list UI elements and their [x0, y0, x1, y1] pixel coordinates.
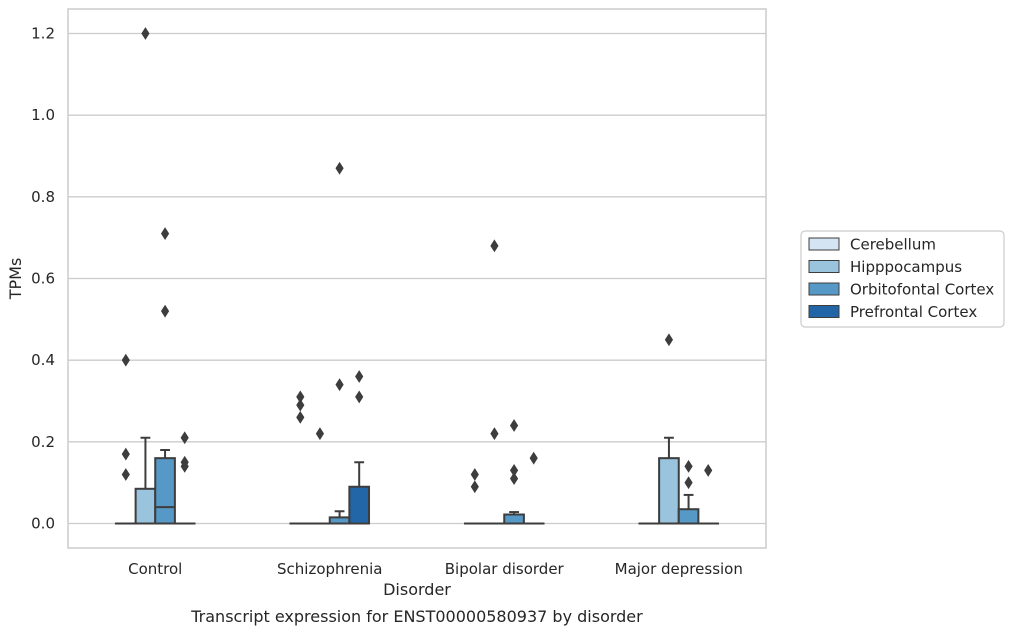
legend-swatch — [808, 237, 840, 251]
chart-caption: Transcript expression for ENST0000058093… — [190, 607, 643, 626]
outlier-point — [335, 378, 344, 392]
x-tick-label: Bipolar disorder — [445, 560, 565, 578]
y-tick-label: 0.4 — [31, 351, 55, 369]
box-group — [173, 431, 196, 525]
outlier-point — [490, 427, 499, 441]
x-tick-label: Schizophrenia — [277, 560, 382, 578]
outlier-point — [684, 476, 693, 490]
box-iqr — [658, 457, 680, 525]
outlier-point — [141, 27, 150, 40]
outlier-point — [490, 239, 499, 253]
outlier-point — [470, 468, 479, 481]
box-group — [154, 227, 176, 525]
outlier-point — [296, 390, 305, 404]
y-axis-label: TPMs — [6, 258, 25, 301]
outlier-point — [160, 304, 170, 318]
outlier-point — [121, 353, 130, 367]
outlier-point — [684, 459, 693, 473]
outlier-point — [355, 370, 364, 383]
y-axis-ticks: 0.0 0.2 0.4 0.6 0.8 1.0 1.2 — [31, 25, 55, 533]
legend-box — [800, 230, 1005, 328]
box-iqr — [134, 487, 157, 525]
outlier-point — [355, 390, 364, 404]
outlier-point — [180, 455, 189, 469]
box-group — [697, 463, 720, 525]
outlier-point — [121, 468, 130, 481]
outlier-point — [296, 398, 305, 412]
legend-label: Cerebellum — [850, 236, 936, 254]
x-axis-label: Disorder — [383, 580, 451, 599]
box-iqr — [348, 485, 371, 525]
legend-swatch — [808, 260, 840, 273]
legend-swatch — [808, 282, 840, 296]
box-iqr — [677, 508, 700, 525]
legend-label: Prefrontal Cortex — [850, 303, 977, 321]
outlier-point — [509, 472, 519, 486]
outlier-point — [664, 333, 674, 347]
outlier-point — [315, 427, 325, 441]
y-tick-label: 0.6 — [31, 270, 55, 288]
outlier-point — [529, 451, 538, 465]
outlier-point — [180, 431, 189, 445]
box-group — [289, 390, 312, 525]
y-tick-label: 1.0 — [31, 106, 55, 124]
y-tick-label: 0.2 — [31, 433, 55, 451]
outlier-point — [509, 419, 519, 432]
box-iqr — [154, 457, 176, 525]
outlier-point — [470, 480, 479, 494]
box-group — [522, 451, 545, 525]
box-group — [677, 459, 700, 525]
outlier-point — [296, 410, 305, 424]
box-group — [658, 333, 680, 525]
legend-label: Orbitofontal Cortex — [850, 281, 994, 299]
x-tick-label: Major depression — [615, 560, 743, 578]
box-iqr — [503, 513, 525, 525]
outlier-point — [704, 463, 713, 477]
plot-frame — [67, 8, 767, 549]
box-group — [503, 419, 525, 525]
y-tick-label: 1.2 — [31, 25, 55, 43]
y-tick-label: 0.0 — [31, 515, 55, 533]
x-axis-ticks: Control Schizophrenia Bipolar disorder Majo… — [128, 560, 743, 578]
legend: Cerebellum Hipppocampus Orbitofontal Corte… — [800, 230, 1005, 328]
box-group — [483, 239, 506, 525]
box-group — [348, 370, 371, 525]
x-tick-label: Control — [128, 560, 182, 578]
outlier-point — [160, 227, 170, 241]
outlier-point — [121, 447, 130, 461]
y-tick-label: 0.8 — [31, 188, 55, 206]
legend-label: Hipppocampus — [850, 258, 962, 276]
box-group — [114, 353, 137, 525]
outlier-point — [335, 161, 344, 175]
legend-swatch — [808, 305, 840, 318]
box-group — [463, 468, 486, 525]
outlier-point — [509, 463, 519, 477]
box-plot-marks — [114, 27, 720, 525]
